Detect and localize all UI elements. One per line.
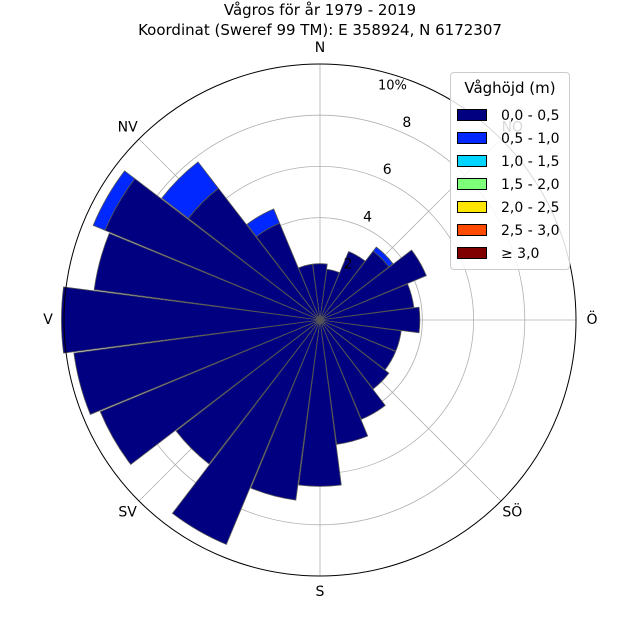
rose-bar xyxy=(298,319,342,487)
legend-swatch xyxy=(457,109,487,121)
direction-label: SV xyxy=(118,504,137,520)
polar-outline xyxy=(63,63,577,577)
legend-label: 1,5 - 2,0 xyxy=(501,177,560,193)
legend-label: 1,0 - 1,5 xyxy=(501,154,560,170)
rose-bar xyxy=(171,319,321,545)
rose-bar xyxy=(319,319,397,371)
legend: Våghöjd (m) 0,0 - 0,5 0,5 - 1,0 1,0 - 1,5 1… xyxy=(450,72,570,270)
polar-frame xyxy=(63,63,577,577)
rose-bar xyxy=(319,319,390,390)
rose-bar xyxy=(298,263,321,321)
radial-tick-label: 6 xyxy=(383,162,392,178)
legend-swatch xyxy=(457,178,487,190)
rose-bar xyxy=(246,208,281,238)
rose-bar xyxy=(61,286,321,354)
rose-bar xyxy=(99,319,321,465)
radial-max-label: 10% xyxy=(378,78,407,93)
legend-item: 2,0 - 2,5 xyxy=(457,199,567,217)
wave-rose-bars xyxy=(61,161,427,545)
legend-item: 2,5 - 3,0 xyxy=(457,222,567,240)
legend-item: 0,0 - 0,5 xyxy=(457,107,567,125)
legend-swatch xyxy=(457,224,487,236)
rose-bar xyxy=(319,319,402,352)
rose-bar xyxy=(250,319,321,501)
direction-label: Ö xyxy=(586,310,597,328)
rose-bar xyxy=(175,319,321,465)
legend-item: ≥ 3,0 xyxy=(457,245,567,263)
radial-tick-label: 4 xyxy=(363,209,372,225)
legend-swatch xyxy=(457,155,487,167)
rose-bar xyxy=(92,170,136,231)
rose-bar xyxy=(372,246,394,268)
title-line-1: Vågros för år 1979 - 2019 xyxy=(223,1,417,19)
rose-bar xyxy=(161,161,219,219)
title-line-2: Koordinat (Sweref 99 TM): E 358924, N 61… xyxy=(138,21,502,39)
chart-title: Vågros för år 1979 - 2019 Koordinat (Swe… xyxy=(0,0,640,40)
legend-item: 0,5 - 1,0 xyxy=(457,130,567,148)
legend-label: 0,5 - 1,0 xyxy=(501,131,560,147)
rose-bar xyxy=(319,319,386,420)
radial-tick-label: 2 xyxy=(344,257,353,273)
direction-label: SÖ xyxy=(502,502,522,520)
direction-label: S xyxy=(316,584,325,600)
rose-bar xyxy=(319,249,427,321)
legend-label: 2,0 - 2,5 xyxy=(501,200,560,216)
legend-swatch xyxy=(457,132,487,144)
radial-tick-label: 8 xyxy=(402,115,411,131)
legend-label: 2,5 - 3,0 xyxy=(501,223,560,239)
legend-label: 0,0 - 0,5 xyxy=(501,108,560,124)
rose-bar xyxy=(319,319,369,445)
direction-label: NV xyxy=(118,120,138,136)
legend-label: ≥ 3,0 xyxy=(501,246,540,262)
rose-bar xyxy=(319,283,415,321)
rose-bar xyxy=(73,319,321,415)
direction-label: V xyxy=(43,312,53,328)
legend-swatch xyxy=(457,201,487,213)
legend-swatch xyxy=(457,247,487,259)
legend-item: 1,5 - 2,0 xyxy=(457,176,567,194)
rose-bar xyxy=(319,306,421,334)
legend-title: Våghöjd (m) xyxy=(464,79,556,97)
rose-bar xyxy=(93,232,321,321)
legend-item: 1,0 - 1,5 xyxy=(457,153,567,171)
direction-label: N xyxy=(315,40,325,56)
